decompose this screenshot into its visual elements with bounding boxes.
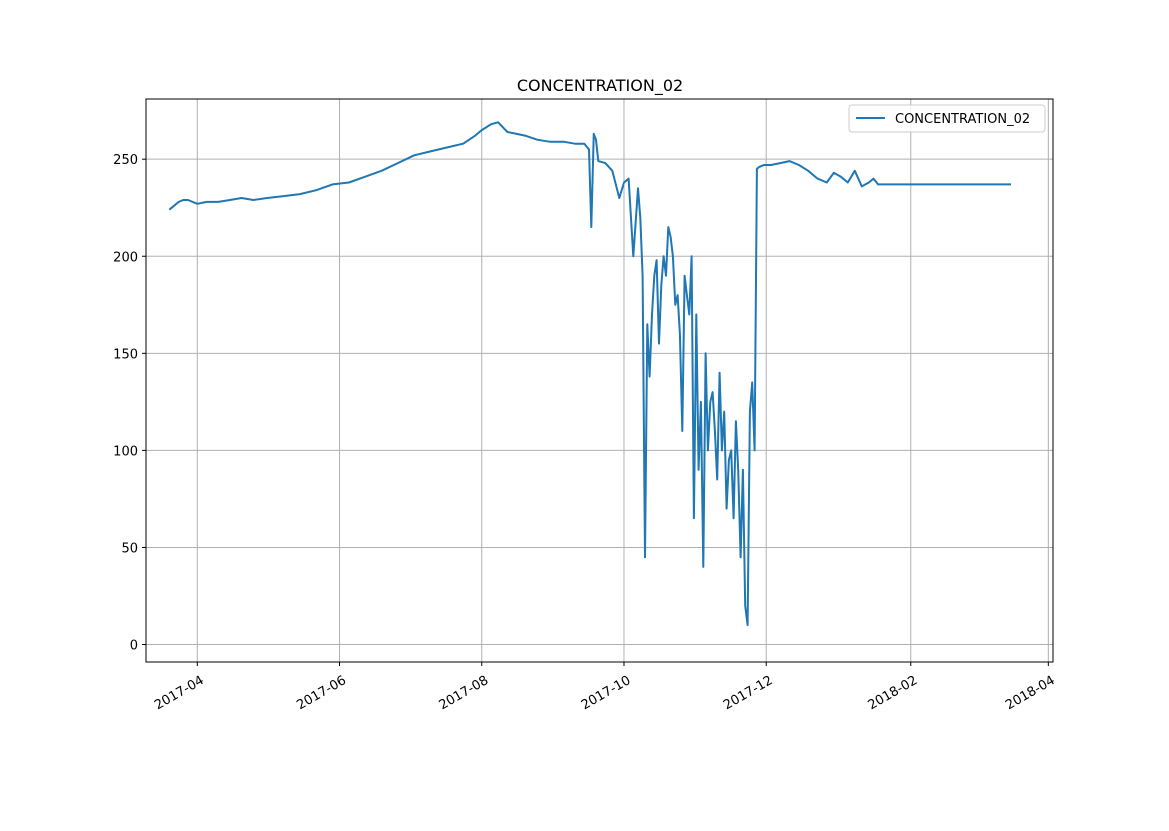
plot-frame	[145, 98, 1054, 663]
legend-label: CONCENTRATION_02	[895, 112, 1030, 127]
y-axis: 0 50 100 150 200 250	[113, 153, 146, 654]
series-layer	[168, 121, 1011, 627]
y-tick-label: 0	[130, 639, 138, 654]
y-tick-label: 50	[121, 541, 138, 556]
y-tick-label: 250	[113, 153, 138, 168]
series-line-0	[168, 121, 1011, 627]
legend: CONCENTRATION_02	[848, 104, 1046, 133]
grid-lines	[146, 99, 1053, 662]
chart-title: CONCENTRATION_02	[517, 76, 683, 96]
y-tick-label: 200	[113, 250, 138, 265]
y-tick-label: 150	[113, 347, 138, 362]
y-tick-label: 100	[113, 444, 138, 459]
legend-box	[848, 104, 1046, 133]
